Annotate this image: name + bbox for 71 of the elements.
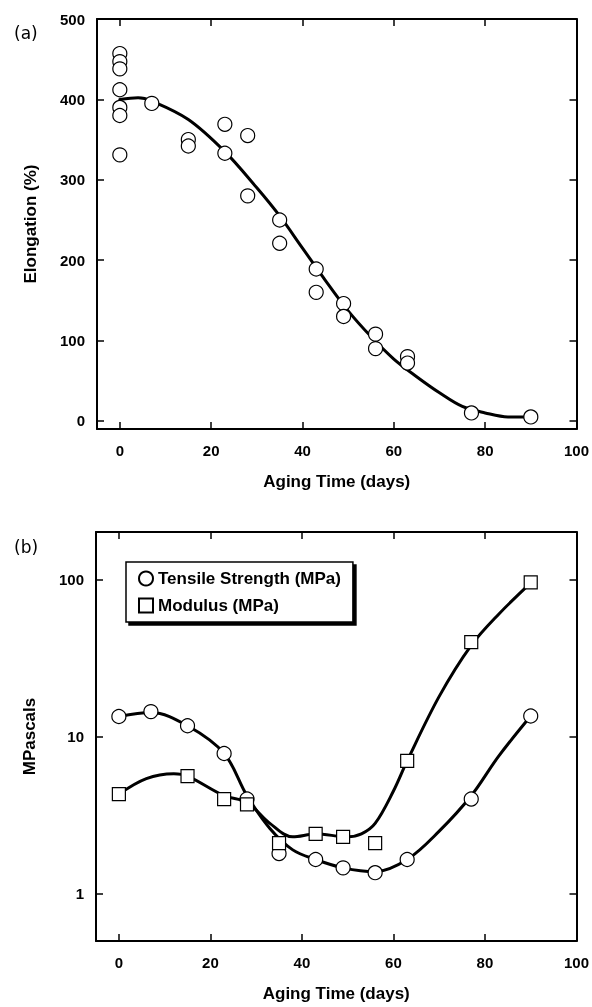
point xyxy=(400,753,415,768)
point xyxy=(240,127,256,144)
point xyxy=(335,860,351,876)
point xyxy=(464,635,479,650)
point xyxy=(272,212,288,228)
point xyxy=(144,95,160,112)
point xyxy=(463,791,479,807)
x-tick-label: 100 xyxy=(563,442,589,459)
text: (a) xyxy=(14,22,38,43)
x-tick-label: 0 xyxy=(115,442,124,459)
point xyxy=(217,791,232,807)
point xyxy=(367,326,384,342)
point xyxy=(308,826,323,842)
y-axis-title: MPascals xyxy=(20,697,39,776)
point xyxy=(308,261,324,277)
point xyxy=(463,405,480,421)
point xyxy=(272,235,288,251)
point xyxy=(112,107,128,124)
point xyxy=(112,82,128,98)
legend-label: Tensile Strength (MPa) xyxy=(158,569,341,588)
point xyxy=(271,835,287,851)
point xyxy=(308,851,324,868)
x-tick-label: 80 xyxy=(476,954,494,971)
x-tick-label: 100 xyxy=(563,954,589,971)
point xyxy=(179,718,196,734)
y-tick-label: 100 xyxy=(59,332,85,350)
y-tick-label: 300 xyxy=(59,171,85,189)
x-axis-title: Aging Time (days) xyxy=(263,472,411,491)
x-tick-label: 80 xyxy=(476,442,494,459)
y-tick-label: 0 xyxy=(76,412,85,430)
point xyxy=(143,704,159,720)
point xyxy=(180,768,195,784)
y-tick-label: 200 xyxy=(59,251,85,269)
point xyxy=(523,409,539,425)
point xyxy=(336,295,352,312)
y-tick-label: 400 xyxy=(59,90,85,108)
point xyxy=(368,835,383,851)
point xyxy=(239,797,255,812)
legend-label: Modulus (MPa) xyxy=(158,596,279,615)
text: (b) xyxy=(14,536,39,557)
point xyxy=(523,708,539,724)
point xyxy=(523,575,538,590)
x-tick-label: 0 xyxy=(114,954,124,971)
point xyxy=(336,308,352,325)
point xyxy=(240,188,256,204)
y-tick-label: 100 xyxy=(58,570,84,588)
point xyxy=(367,865,383,881)
x-tick-label: 40 xyxy=(293,954,311,971)
x-axis-title: Aging Time (days) xyxy=(262,984,410,1003)
point xyxy=(399,851,415,868)
point xyxy=(336,829,351,844)
x-tick-label: 20 xyxy=(202,954,219,971)
point xyxy=(367,341,384,357)
y-tick-label: 500 xyxy=(59,10,85,28)
x-tick-label: 20 xyxy=(202,442,220,459)
y-axis-title: Elongation (%) xyxy=(21,164,40,284)
x-tick-label: 40 xyxy=(294,442,311,459)
x-tick-label: 60 xyxy=(385,954,402,971)
y-tick-label: 1 xyxy=(75,885,84,903)
point xyxy=(217,116,233,132)
point xyxy=(111,787,126,802)
point xyxy=(216,745,232,762)
point xyxy=(112,61,128,77)
point xyxy=(217,145,233,161)
point xyxy=(180,138,196,154)
point xyxy=(399,355,416,371)
point xyxy=(112,147,128,163)
y-tick-label: 10 xyxy=(67,728,84,745)
point xyxy=(111,708,127,725)
point xyxy=(308,284,324,300)
x-tick-label: 60 xyxy=(385,442,403,459)
